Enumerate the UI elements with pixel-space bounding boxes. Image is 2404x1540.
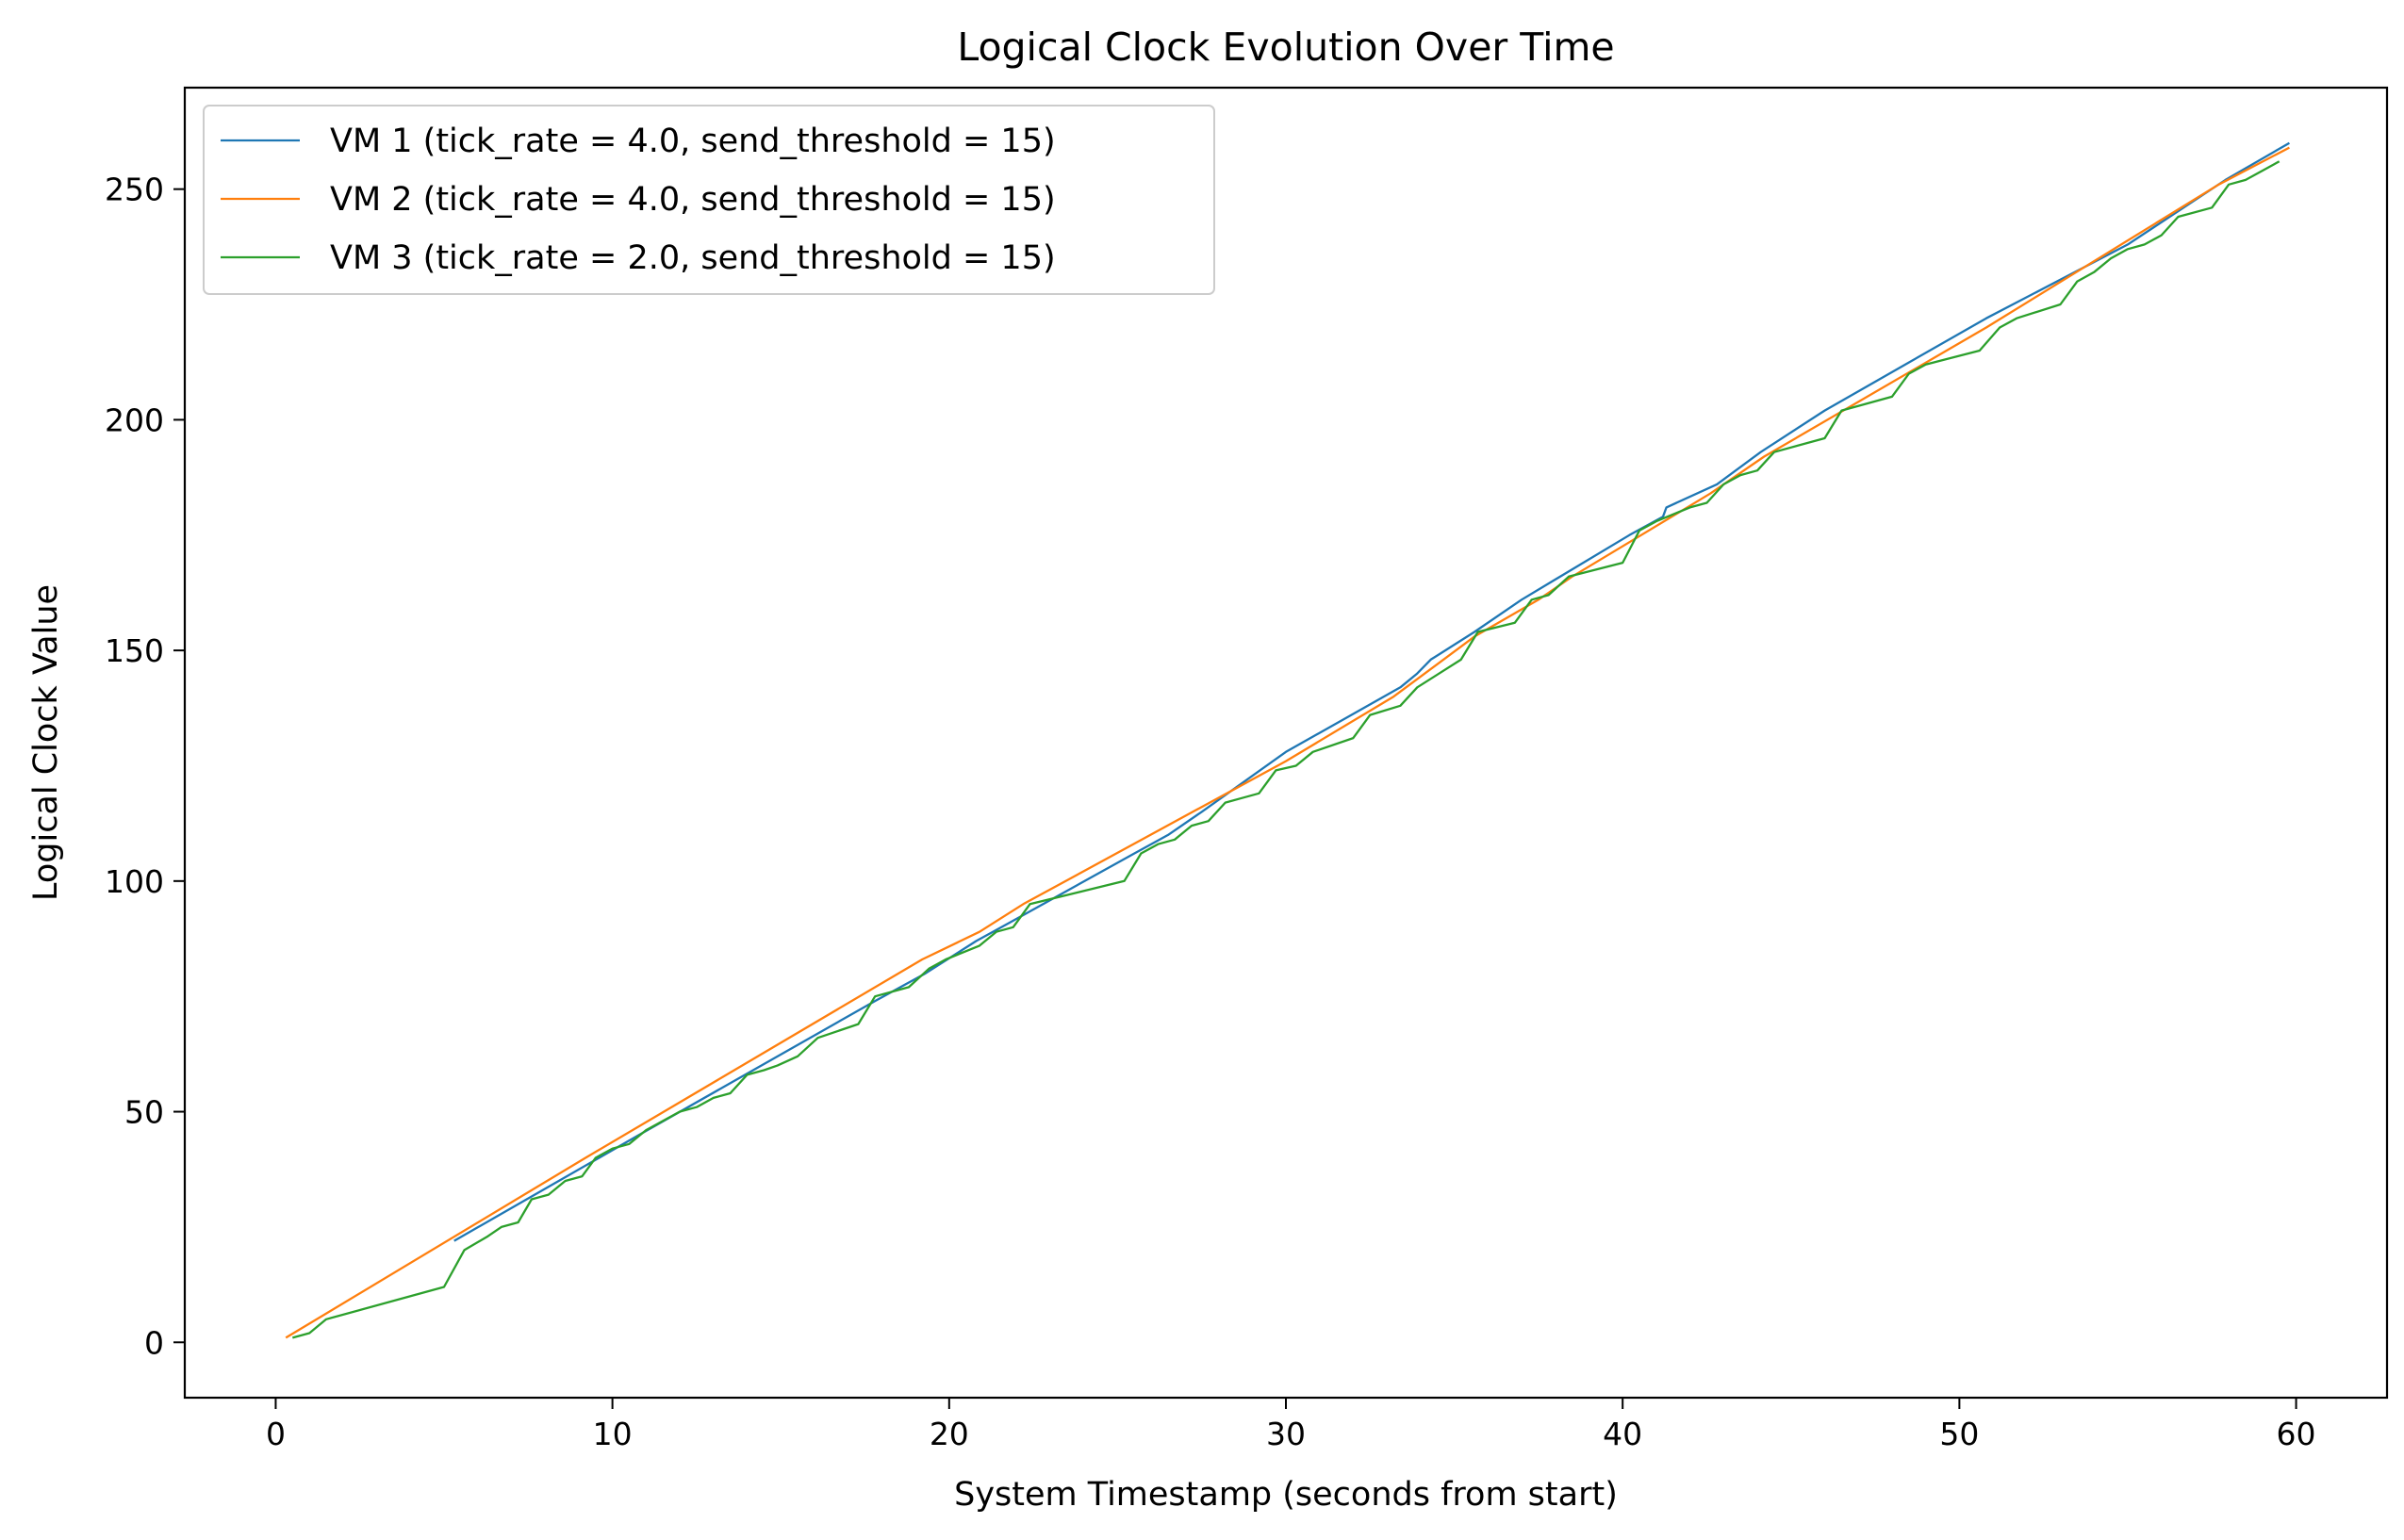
series-layer bbox=[285, 141, 2290, 1339]
axes-frame bbox=[183, 86, 2389, 1400]
chart-title: Logical Clock Evolution Over Time bbox=[957, 25, 1614, 70]
x-tick-label: 30 bbox=[1266, 1416, 1306, 1452]
legend: VM 1 (tick_rate = 4.0, send_threshold = … bbox=[203, 105, 1215, 295]
x-tick-label: 10 bbox=[593, 1416, 633, 1452]
x-tick-label: 20 bbox=[930, 1416, 969, 1452]
x-axis-label: System Timestamp (seconds from start) bbox=[954, 1476, 1618, 1514]
series-line-vm-1 bbox=[453, 141, 2290, 1242]
y-tick-label: 200 bbox=[105, 401, 164, 438]
x-axis: 0 10 20 30 40 50 60 bbox=[266, 1398, 2316, 1452]
legend-box bbox=[203, 105, 1215, 295]
x-tick-label: 60 bbox=[2277, 1416, 2316, 1452]
series-line-vm-3 bbox=[291, 160, 2281, 1339]
y-tick-label: 50 bbox=[124, 1094, 164, 1131]
y-axis: 0 50 100 150 200 250 bbox=[105, 172, 185, 1361]
legend-label-vm-1: VM 1 (tick_rate = 4.0, send_threshold = … bbox=[330, 123, 1056, 160]
y-tick-label: 250 bbox=[105, 172, 164, 208]
y-tick-label: 100 bbox=[105, 863, 164, 900]
y-tick-label: 150 bbox=[105, 632, 164, 669]
y-axis-label: Logical Clock Value bbox=[27, 584, 65, 901]
x-tick-label: 0 bbox=[266, 1416, 286, 1452]
y-tick-label: 0 bbox=[144, 1324, 164, 1361]
legend-label-vm-2: VM 2 (tick_rate = 4.0, send_threshold = … bbox=[330, 181, 1056, 219]
x-tick-label: 40 bbox=[1603, 1416, 1642, 1452]
x-tick-label: 50 bbox=[1939, 1416, 1979, 1452]
legend-label-vm-3: VM 3 (tick_rate = 2.0, send_threshold = … bbox=[330, 239, 1056, 277]
